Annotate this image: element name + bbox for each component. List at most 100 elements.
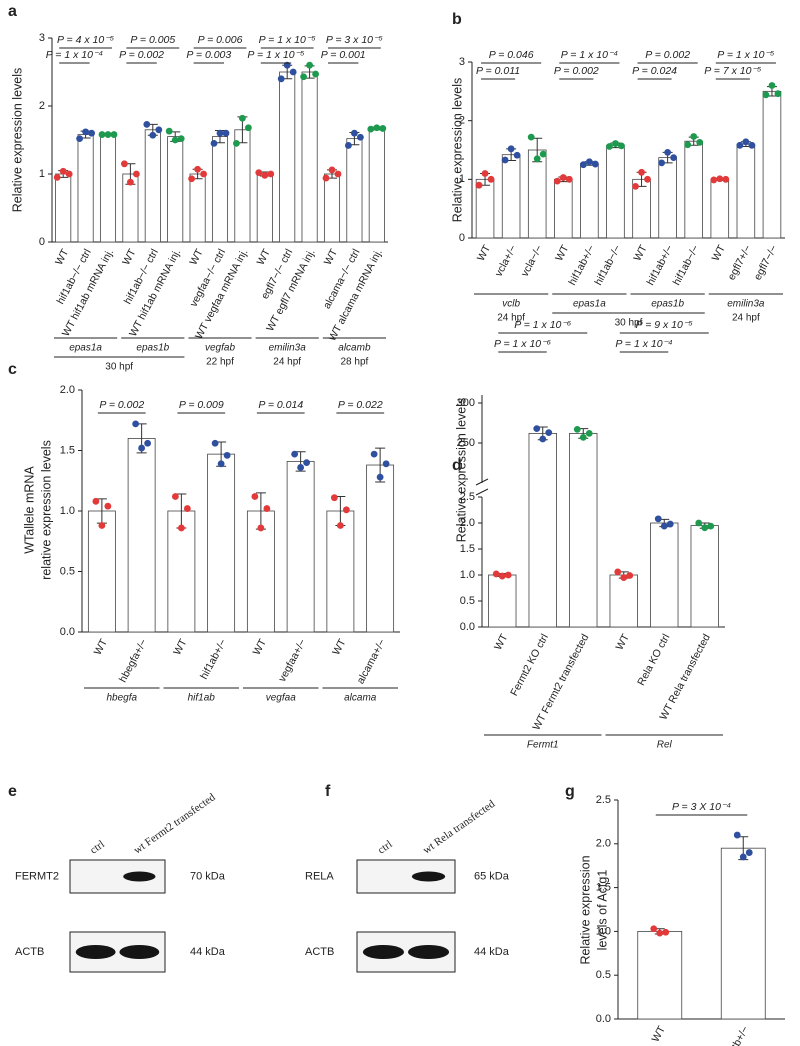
data-point: [710, 176, 718, 184]
x-tick-label: WT: [492, 632, 511, 653]
bar: [690, 525, 719, 628]
y-tick-label: 1.5: [460, 543, 475, 555]
data-point: [121, 160, 128, 168]
data-point: [239, 114, 246, 122]
data-point: [618, 142, 625, 150]
time-label: 30 hpf: [615, 318, 643, 329]
data-point: [65, 170, 73, 178]
data-point: [177, 135, 185, 143]
data-point: [656, 929, 664, 937]
data-point: [245, 124, 252, 132]
group-label: alcamb: [338, 343, 371, 354]
group-label: Fermt1: [527, 740, 559, 751]
x-tick-label: vcla+/−: [493, 243, 519, 279]
data-point: [200, 170, 208, 178]
data-point: [171, 136, 179, 144]
p-value: P = 1 x 10⁻⁵: [717, 49, 775, 61]
row-label: ACTB: [305, 946, 334, 958]
row-label: RELA: [305, 870, 334, 882]
size-label: 44 kDa: [474, 946, 510, 958]
y-tick-label: 2.0: [460, 517, 475, 529]
group-label: epas1b: [136, 343, 169, 354]
x-tick-label: WT: [475, 243, 494, 264]
data-point: [716, 175, 724, 183]
data-point: [82, 128, 89, 136]
data-point: [585, 430, 593, 437]
data-point: [701, 524, 709, 532]
p-value: P = 1 x 10⁻⁴: [615, 338, 672, 350]
data-point: [328, 166, 336, 174]
data-point: [149, 131, 157, 139]
data-point: [104, 131, 112, 138]
bar: [528, 432, 557, 628]
data-point: [263, 505, 271, 512]
lane-label: ctrl: [88, 838, 107, 856]
data-point: [553, 177, 561, 185]
data-point: [171, 493, 179, 500]
data-point: [177, 524, 185, 532]
x-tick-label: WT: [92, 637, 111, 658]
bar: [286, 460, 315, 633]
bar: [720, 847, 766, 1020]
data-point: [545, 429, 553, 436]
group-label: epas1b: [651, 299, 684, 310]
size-label: 44 kDa: [190, 946, 226, 958]
data-point: [504, 571, 512, 579]
data-point: [144, 439, 152, 447]
data-point: [334, 170, 342, 178]
data-point: [606, 143, 613, 150]
data-point: [632, 182, 639, 190]
x-tick-label: vcla−/−: [519, 243, 545, 279]
data-point: [330, 494, 338, 502]
data-point: [768, 82, 776, 89]
bar: [762, 90, 782, 239]
data-point: [138, 444, 146, 452]
data-point: [533, 155, 541, 163]
y-axis-label: Relative expression levels: [10, 68, 24, 213]
data-point: [251, 493, 259, 500]
blot-band: [362, 945, 405, 959]
data-point: [183, 505, 191, 512]
data-point: [289, 68, 297, 76]
y-tick-label: 1: [459, 173, 465, 185]
data-point: [664, 148, 672, 156]
x-tick-label: WT: [120, 247, 139, 268]
panel-letter: a: [8, 3, 17, 20]
data-point: [357, 133, 364, 141]
data-point: [638, 168, 645, 176]
x-tick-label: vegfaa+/−: [276, 637, 309, 684]
panel-letter: d: [452, 457, 462, 474]
data-point: [722, 175, 730, 183]
data-point: [233, 140, 240, 147]
panel-letter: b: [452, 11, 462, 28]
data-point: [104, 502, 112, 510]
bar: [127, 437, 156, 633]
p-value: P = 0.022: [338, 399, 383, 411]
x-tick-label: WT: [255, 247, 274, 268]
x-tick-label: WT: [631, 243, 650, 264]
group-label: vclb: [502, 299, 520, 310]
data-point: [662, 928, 670, 936]
data-point: [379, 125, 387, 132]
y-tick-label: 0.5: [596, 969, 611, 981]
p-value: P = 0.011: [476, 65, 520, 77]
p-value: P = 7 x 10⁻⁵: [704, 65, 762, 77]
y-tick-label: 0.0: [60, 626, 75, 638]
p-value: P = 0.046: [489, 49, 534, 61]
p-value: P = 0.002: [554, 65, 599, 77]
data-point: [155, 126, 163, 134]
y-tick-label: 0.0: [596, 1013, 611, 1025]
bar: [211, 136, 229, 243]
p-value: P = 9 x 10⁻⁵: [636, 319, 694, 331]
y-axis-label: Relative expression: [578, 855, 592, 964]
data-point: [110, 131, 118, 138]
group-label: emilin3a: [269, 343, 307, 354]
x-tick-label: WT: [187, 247, 206, 268]
time-label: 24 hpf: [732, 313, 760, 324]
bar: [207, 453, 236, 633]
data-point: [367, 125, 375, 133]
p-value: P = 1 x 10⁻⁵: [259, 34, 317, 46]
bar: [658, 157, 677, 239]
bar: [87, 510, 116, 633]
data-point: [695, 519, 703, 527]
